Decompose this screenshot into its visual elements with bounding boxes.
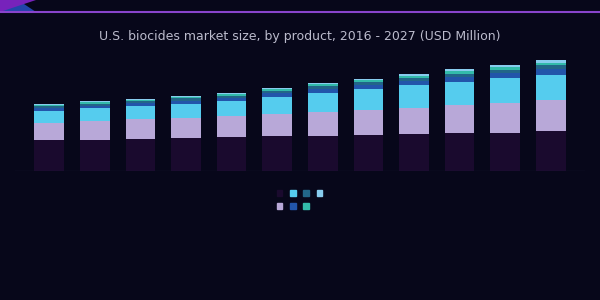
Bar xyxy=(399,134,429,171)
Bar xyxy=(171,101,201,104)
Bar xyxy=(536,100,566,131)
Bar xyxy=(490,73,520,78)
Bar xyxy=(171,118,201,138)
Bar xyxy=(80,101,110,102)
Bar xyxy=(445,82,475,105)
Bar xyxy=(536,60,566,63)
Bar xyxy=(445,71,475,74)
Bar xyxy=(80,140,110,171)
Bar xyxy=(445,134,475,171)
Bar xyxy=(217,116,247,137)
Bar xyxy=(262,114,292,136)
Bar xyxy=(217,96,247,98)
Bar xyxy=(353,85,383,89)
Bar xyxy=(80,108,110,121)
Title: U.S. biocides market size, by product, 2016 - 2027 (USD Million): U.S. biocides market size, by product, 2… xyxy=(99,30,501,43)
Bar xyxy=(308,84,338,86)
Bar xyxy=(217,93,247,94)
Bar xyxy=(536,65,566,69)
Bar xyxy=(308,83,338,84)
Bar xyxy=(80,103,110,106)
Bar xyxy=(217,137,247,171)
Bar xyxy=(353,82,383,85)
Bar xyxy=(490,67,520,70)
Bar xyxy=(125,99,155,100)
Bar xyxy=(262,91,292,94)
Bar xyxy=(399,85,429,107)
Bar xyxy=(353,79,383,80)
Bar xyxy=(125,103,155,106)
Bar xyxy=(34,104,64,105)
Bar xyxy=(125,106,155,119)
Bar xyxy=(445,105,475,134)
Bar xyxy=(445,69,475,71)
Bar xyxy=(262,94,292,97)
Bar xyxy=(308,112,338,136)
Bar xyxy=(171,103,201,118)
Bar xyxy=(262,97,292,114)
Bar xyxy=(34,105,64,106)
Bar xyxy=(262,89,292,91)
Bar xyxy=(536,69,566,74)
Bar xyxy=(399,78,429,81)
Bar xyxy=(80,102,110,104)
Bar xyxy=(490,133,520,171)
Bar xyxy=(490,65,520,67)
Bar xyxy=(171,98,201,101)
Bar xyxy=(34,140,64,171)
Bar xyxy=(353,135,383,171)
Bar xyxy=(353,110,383,135)
Bar xyxy=(490,78,520,103)
Bar xyxy=(353,89,383,110)
Bar xyxy=(80,121,110,140)
Bar xyxy=(308,93,338,112)
Bar xyxy=(536,74,566,100)
Bar xyxy=(80,106,110,108)
Bar xyxy=(262,88,292,89)
Bar xyxy=(171,97,201,98)
Bar xyxy=(308,86,338,89)
Bar xyxy=(353,80,383,82)
Bar xyxy=(217,98,247,101)
Legend: , , , , , , : , , , , , , xyxy=(274,186,326,214)
Bar xyxy=(171,138,201,171)
Bar xyxy=(125,139,155,171)
Bar xyxy=(399,107,429,134)
Bar xyxy=(308,136,338,171)
Bar xyxy=(34,111,64,123)
Bar xyxy=(445,77,475,82)
Bar xyxy=(125,100,155,101)
Bar xyxy=(445,74,475,77)
Bar xyxy=(399,74,429,76)
Bar xyxy=(490,103,520,133)
Bar xyxy=(536,131,566,171)
Bar xyxy=(490,70,520,73)
Bar xyxy=(34,108,64,111)
Bar xyxy=(34,123,64,140)
Bar xyxy=(217,94,247,96)
Bar xyxy=(125,119,155,139)
Bar xyxy=(125,101,155,103)
Bar xyxy=(399,76,429,78)
Bar xyxy=(34,106,64,108)
Bar xyxy=(171,96,201,97)
Bar xyxy=(399,81,429,86)
Bar xyxy=(308,89,338,93)
Bar xyxy=(217,101,247,116)
Bar xyxy=(262,136,292,171)
Bar xyxy=(536,63,566,65)
